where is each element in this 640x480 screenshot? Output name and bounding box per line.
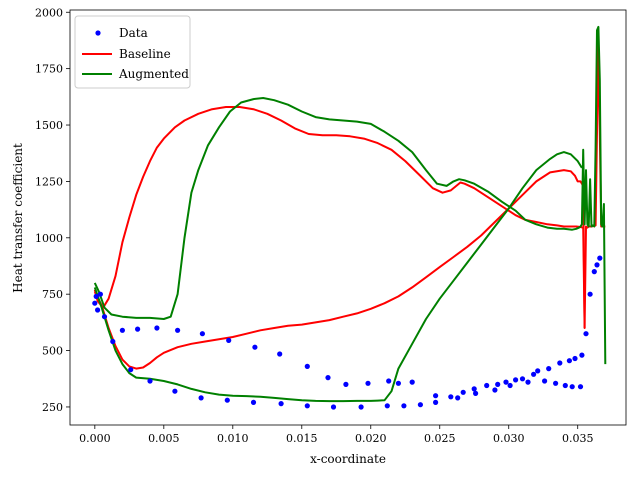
data-point xyxy=(304,363,310,369)
data-point xyxy=(587,291,593,297)
data-point xyxy=(330,404,337,410)
data-point xyxy=(175,327,181,333)
y-axis-label: Heat transfer coefficient xyxy=(11,143,25,293)
data-point xyxy=(224,397,230,403)
data-point xyxy=(495,381,501,387)
data-point xyxy=(484,382,490,389)
data-point xyxy=(101,314,108,320)
x-tick-label: 0.010 xyxy=(217,432,249,445)
x-tick-label: 0.020 xyxy=(355,432,387,445)
data-point xyxy=(546,366,552,372)
data-point xyxy=(135,326,141,332)
x-axis-label: x-coordinate xyxy=(310,452,386,466)
x-tick-label: 0.015 xyxy=(286,432,318,445)
data-point xyxy=(365,380,371,386)
x-tick-label: 0.005 xyxy=(148,432,180,445)
x-tick-label: 0.025 xyxy=(424,432,456,445)
data-point xyxy=(277,351,283,357)
y-tick-label: 750 xyxy=(42,288,63,301)
data-point xyxy=(471,386,477,392)
data-point xyxy=(594,262,600,268)
y-tick-label: 1750 xyxy=(35,63,63,76)
y-tick-label: 1000 xyxy=(35,232,63,245)
data-point xyxy=(503,379,509,385)
data-point xyxy=(278,401,284,407)
y-tick-label: 250 xyxy=(42,401,63,414)
x-tick-label: 0.000 xyxy=(79,432,111,445)
y-tick-label: 1250 xyxy=(35,175,63,188)
data-point xyxy=(401,403,407,409)
data-point xyxy=(95,307,101,313)
data-point xyxy=(557,360,563,366)
legend: Data Baseline Augmented xyxy=(74,15,191,89)
data-point xyxy=(93,293,99,299)
y-ticks: 250 500 750 1000 1250 1500 1750 2000 xyxy=(35,6,70,414)
data-point xyxy=(579,352,585,358)
data-point xyxy=(597,255,603,261)
legend-label-data: Data xyxy=(119,26,148,40)
data-point xyxy=(384,403,390,409)
data-point xyxy=(304,403,310,409)
data-point xyxy=(97,291,103,297)
series-layer xyxy=(92,25,607,410)
data-point xyxy=(542,378,548,384)
data-point xyxy=(199,331,205,337)
series-line-augmented-lower xyxy=(93,151,583,403)
data-point xyxy=(433,393,439,399)
data-point xyxy=(519,376,526,382)
data-point xyxy=(473,390,479,396)
data-point xyxy=(460,389,466,395)
legend-box xyxy=(74,15,191,89)
data-point xyxy=(535,368,541,374)
data-point xyxy=(513,377,519,383)
data-point xyxy=(433,399,439,405)
data-point xyxy=(386,378,392,384)
legend-label-augmented: Augmented xyxy=(118,67,189,81)
data-point xyxy=(252,344,258,350)
data-point xyxy=(577,384,584,390)
data-point xyxy=(325,375,331,381)
data-point xyxy=(455,395,461,401)
data-point xyxy=(198,395,204,401)
data-point xyxy=(566,358,573,364)
y-tick-label: 500 xyxy=(42,345,63,358)
data-point xyxy=(553,380,559,386)
x-tick-label: 0.030 xyxy=(493,432,525,445)
legend-label-baseline: Baseline xyxy=(119,47,171,61)
data-point xyxy=(507,382,513,389)
data-point xyxy=(172,388,178,394)
data-point xyxy=(583,331,589,337)
data-point xyxy=(358,404,364,410)
data-point xyxy=(250,399,257,405)
data-point xyxy=(562,382,568,389)
data-point xyxy=(591,269,597,275)
data-point xyxy=(492,387,498,393)
data-point xyxy=(572,355,578,362)
data-point xyxy=(154,325,160,331)
data-point xyxy=(409,379,415,385)
data-point xyxy=(110,338,116,345)
data-point xyxy=(525,379,531,385)
data-point xyxy=(147,378,153,384)
series-line-baseline-lower xyxy=(93,169,586,370)
legend-marker-data xyxy=(95,30,101,36)
y-tick-label: 2000 xyxy=(35,6,63,19)
data-point xyxy=(119,327,125,333)
data-point xyxy=(531,371,537,377)
y-tick-label: 1500 xyxy=(35,119,63,132)
data-point xyxy=(417,402,423,408)
data-point xyxy=(128,367,134,373)
data-point xyxy=(343,381,349,387)
x-ticks: 0.000 0.005 0.010 0.015 0.020 0.025 0.030 0.035 xyxy=(79,425,593,445)
series-line-augmented xyxy=(93,25,607,365)
data-point xyxy=(395,380,401,386)
data-point xyxy=(448,394,454,400)
data-point xyxy=(569,384,575,390)
data-point xyxy=(92,300,98,306)
data-point xyxy=(226,337,232,343)
x-tick-label: 0.035 xyxy=(562,432,594,445)
